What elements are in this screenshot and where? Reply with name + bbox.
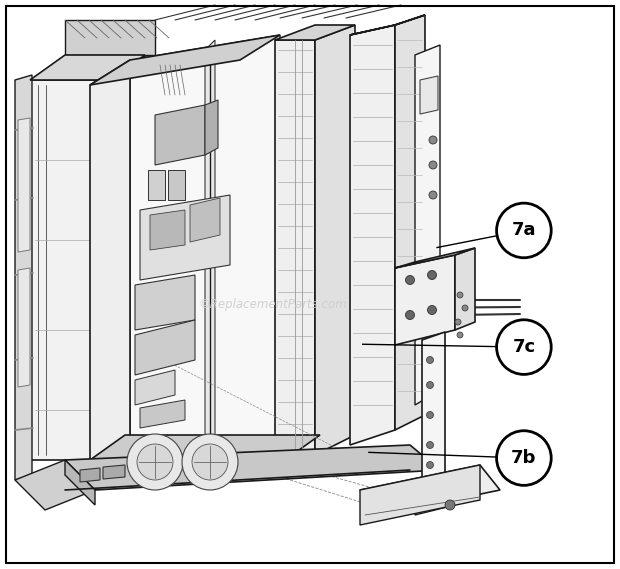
Circle shape	[428, 306, 436, 315]
Circle shape	[457, 332, 463, 338]
Polygon shape	[135, 370, 175, 405]
Polygon shape	[30, 80, 110, 460]
Polygon shape	[275, 25, 355, 40]
Polygon shape	[350, 25, 395, 445]
Circle shape	[427, 461, 433, 468]
Polygon shape	[90, 35, 280, 85]
Circle shape	[428, 270, 436, 279]
Polygon shape	[65, 460, 95, 505]
Circle shape	[429, 191, 437, 199]
Polygon shape	[168, 170, 185, 200]
Polygon shape	[18, 118, 30, 252]
Circle shape	[445, 500, 455, 510]
Circle shape	[429, 136, 437, 144]
Polygon shape	[415, 45, 440, 405]
Polygon shape	[140, 400, 185, 428]
Polygon shape	[395, 255, 455, 345]
Circle shape	[192, 444, 228, 480]
Polygon shape	[65, 20, 155, 55]
Polygon shape	[90, 60, 130, 460]
Polygon shape	[15, 75, 32, 480]
Circle shape	[427, 381, 433, 389]
Circle shape	[457, 292, 463, 298]
Circle shape	[405, 311, 415, 320]
Polygon shape	[455, 248, 475, 330]
Polygon shape	[205, 100, 218, 155]
Polygon shape	[148, 170, 165, 200]
Circle shape	[427, 357, 433, 364]
Polygon shape	[422, 332, 445, 495]
Text: 7a: 7a	[512, 221, 536, 240]
Polygon shape	[110, 55, 145, 460]
Circle shape	[427, 442, 433, 448]
Circle shape	[455, 319, 461, 325]
Polygon shape	[395, 15, 425, 430]
Polygon shape	[415, 477, 455, 515]
Polygon shape	[18, 268, 30, 387]
Circle shape	[405, 275, 415, 284]
Polygon shape	[395, 248, 475, 268]
Polygon shape	[360, 465, 480, 525]
Polygon shape	[15, 460, 95, 510]
Polygon shape	[103, 465, 125, 479]
Polygon shape	[315, 25, 355, 455]
Polygon shape	[130, 35, 280, 460]
Polygon shape	[90, 435, 320, 460]
Polygon shape	[205, 40, 215, 455]
Text: 7b: 7b	[512, 449, 536, 467]
Polygon shape	[360, 465, 500, 515]
Polygon shape	[65, 445, 440, 490]
Circle shape	[497, 203, 551, 258]
Circle shape	[182, 434, 238, 490]
Polygon shape	[420, 76, 438, 114]
Polygon shape	[30, 55, 145, 80]
Circle shape	[497, 320, 551, 374]
Circle shape	[429, 161, 437, 169]
Polygon shape	[190, 198, 220, 242]
Circle shape	[137, 444, 173, 480]
Text: 7c: 7c	[512, 338, 536, 356]
Polygon shape	[135, 275, 195, 330]
Polygon shape	[275, 40, 315, 455]
Polygon shape	[140, 195, 230, 280]
Polygon shape	[150, 210, 185, 250]
Polygon shape	[135, 320, 195, 375]
Circle shape	[427, 411, 433, 419]
Polygon shape	[155, 105, 205, 165]
Circle shape	[497, 431, 551, 485]
Polygon shape	[350, 15, 425, 35]
Polygon shape	[80, 468, 100, 482]
Circle shape	[462, 305, 468, 311]
Text: ©ReplacementParts.com: ©ReplacementParts.com	[198, 298, 347, 311]
Circle shape	[127, 434, 183, 490]
